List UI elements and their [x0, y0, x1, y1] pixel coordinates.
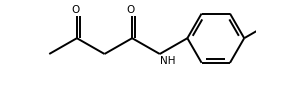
Text: O: O	[126, 5, 135, 15]
Text: O: O	[71, 5, 80, 15]
Text: NH: NH	[160, 56, 176, 66]
